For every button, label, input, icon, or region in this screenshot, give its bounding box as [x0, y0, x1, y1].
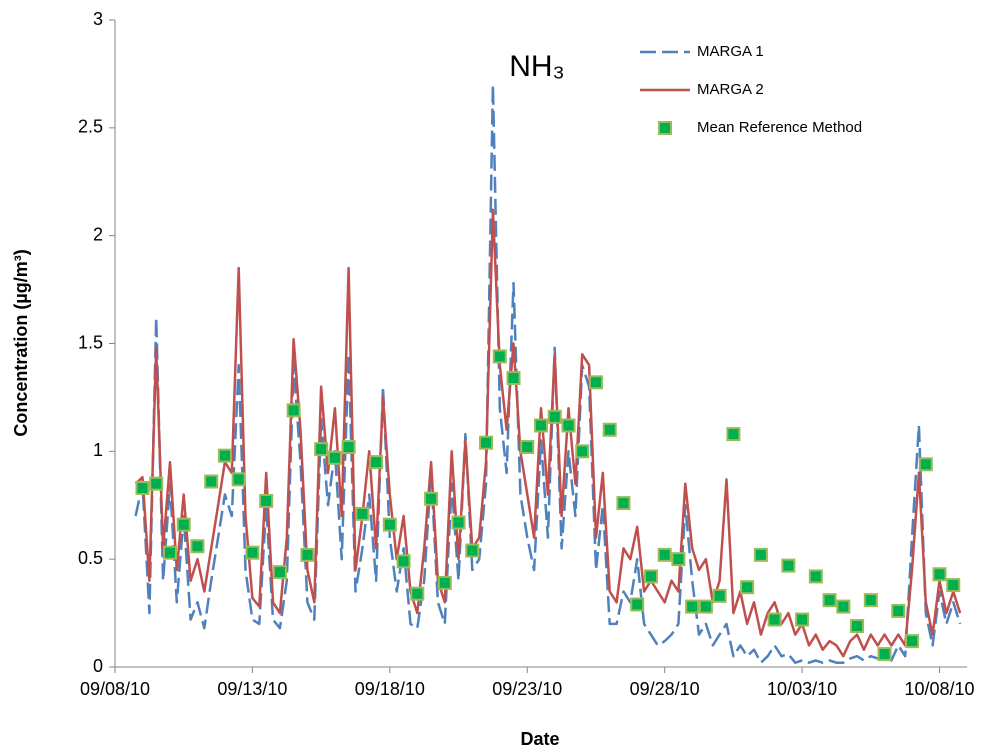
y-tick-label: 0.5	[78, 548, 103, 568]
marker	[657, 547, 672, 562]
x-axis-label: Date	[520, 729, 559, 749]
x-tick-label: 09/28/10	[630, 679, 700, 699]
y-tick-label: 2	[93, 224, 103, 244]
marker	[410, 586, 425, 601]
y-tick-label: 1	[93, 440, 103, 460]
marker	[643, 569, 658, 584]
marker	[382, 517, 397, 532]
marker	[671, 552, 686, 567]
marker	[698, 599, 713, 614]
marker	[286, 403, 301, 418]
marker	[850, 619, 865, 634]
marker	[300, 547, 315, 562]
marker	[753, 547, 768, 562]
marker	[272, 565, 287, 580]
chart-title: NH₃	[509, 50, 565, 83]
marker	[616, 496, 631, 511]
marker	[259, 493, 274, 508]
marker	[905, 634, 920, 649]
x-tick-label: 10/03/10	[767, 679, 837, 699]
marker	[781, 558, 796, 573]
x-tick-label: 09/08/10	[80, 679, 150, 699]
marker	[369, 455, 384, 470]
y-axis-label: Concentration (µg/m³)	[11, 249, 31, 436]
marker	[396, 554, 411, 569]
marker	[506, 371, 521, 386]
marker	[740, 580, 755, 595]
legend-marker	[658, 121, 672, 135]
marker	[520, 440, 535, 455]
marker	[588, 375, 603, 390]
marker	[891, 603, 906, 618]
marker	[602, 422, 617, 437]
marker	[685, 599, 700, 614]
marker	[547, 409, 562, 424]
marker	[314, 442, 329, 457]
series-line	[134, 208, 962, 658]
marker	[355, 506, 370, 521]
marker	[176, 517, 191, 532]
marker	[135, 480, 150, 495]
marker	[437, 575, 452, 590]
y-tick-label: 1.5	[78, 332, 103, 352]
marker	[451, 515, 466, 530]
marker	[149, 476, 164, 491]
marker	[836, 599, 851, 614]
marker	[534, 418, 548, 433]
marker	[877, 647, 892, 662]
marker	[245, 545, 260, 560]
marker	[575, 444, 590, 459]
marker	[767, 612, 782, 627]
marker	[424, 491, 439, 506]
y-tick-label: 2.5	[78, 117, 103, 137]
marker	[808, 569, 823, 584]
marker	[946, 578, 961, 593]
marker	[726, 427, 741, 442]
legend-label: MARGA 1	[697, 43, 764, 60]
series-line	[134, 83, 962, 664]
y-tick-label: 3	[93, 9, 103, 29]
marker	[863, 593, 878, 608]
x-tick-label: 10/08/10	[904, 679, 974, 699]
marker	[327, 450, 342, 465]
marker	[217, 448, 232, 463]
marker	[918, 457, 933, 472]
marker	[561, 418, 576, 433]
marker	[465, 543, 480, 558]
y-tick-label: 0	[93, 656, 103, 676]
legend-label: Mean Reference Method	[697, 119, 862, 136]
x-tick-label: 09/23/10	[492, 679, 562, 699]
marker	[479, 435, 494, 450]
marker	[822, 593, 837, 608]
marker	[630, 597, 645, 612]
marker	[712, 588, 727, 603]
marker	[190, 539, 205, 554]
marker	[341, 440, 356, 455]
x-tick-label: 09/18/10	[355, 679, 425, 699]
marker	[204, 474, 219, 489]
marker	[795, 612, 810, 627]
marker	[162, 545, 177, 560]
marker	[932, 567, 947, 582]
marker	[492, 349, 507, 364]
x-tick-label: 09/13/10	[217, 679, 287, 699]
legend-label: MARGA 2	[697, 81, 764, 98]
marker	[231, 472, 246, 487]
